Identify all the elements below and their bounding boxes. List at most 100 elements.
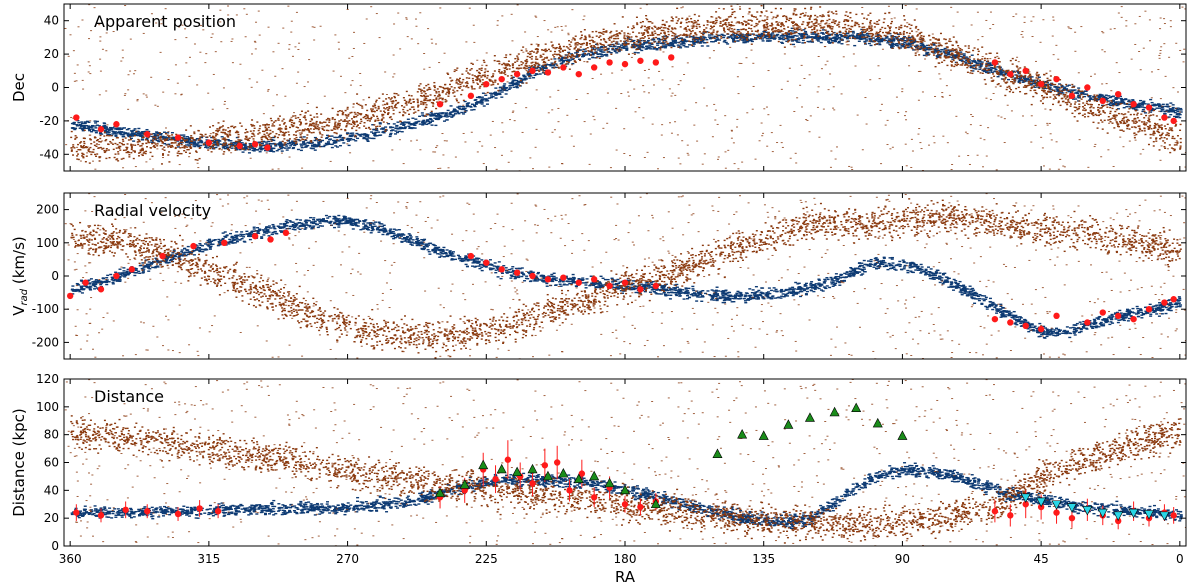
data-point bbox=[765, 27, 768, 29]
data-point bbox=[635, 43, 638, 45]
data-point bbox=[432, 103, 435, 105]
data-point bbox=[472, 80, 475, 82]
data-point bbox=[822, 15, 825, 17]
data-point bbox=[712, 22, 715, 24]
data-point bbox=[593, 46, 596, 48]
data-point bbox=[742, 37, 745, 39]
data-point bbox=[395, 131, 399, 134]
data-point bbox=[325, 119, 328, 121]
data-point bbox=[669, 41, 673, 44]
data-point bbox=[972, 65, 976, 67]
data-point bbox=[741, 23, 744, 26]
data-point bbox=[594, 43, 598, 46]
data-point bbox=[809, 16, 812, 18]
data-point bbox=[312, 131, 315, 134]
data-point bbox=[614, 37, 617, 40]
data-point bbox=[317, 143, 321, 146]
data-point bbox=[436, 113, 440, 116]
data-point bbox=[304, 123, 307, 125]
data-point bbox=[970, 54, 974, 56]
data-point bbox=[314, 127, 317, 130]
data-point bbox=[299, 145, 303, 147]
data-point bbox=[1143, 121, 1146, 123]
data-point bbox=[537, 65, 540, 68]
data-point bbox=[259, 149, 263, 151]
data-point bbox=[155, 139, 159, 142]
data-point bbox=[334, 121, 337, 123]
data-point bbox=[859, 35, 863, 37]
data-point bbox=[1121, 118, 1124, 120]
data-point bbox=[197, 145, 201, 148]
data-point bbox=[903, 19, 906, 21]
data-point bbox=[951, 44, 954, 46]
data-point bbox=[216, 142, 219, 144]
data-point bbox=[504, 93, 508, 95]
data-point bbox=[582, 55, 586, 58]
data-point bbox=[1141, 130, 1144, 132]
data-point bbox=[123, 127, 127, 129]
data-point bbox=[812, 31, 816, 34]
data-point bbox=[646, 39, 650, 42]
data-point bbox=[955, 48, 958, 50]
data-point bbox=[747, 27, 750, 29]
data-point bbox=[422, 119, 426, 122]
data-point bbox=[794, 38, 797, 41]
data-point bbox=[1101, 105, 1104, 108]
data-point bbox=[427, 83, 430, 86]
data-point bbox=[978, 64, 981, 66]
data-point bbox=[126, 132, 130, 134]
data-point bbox=[85, 155, 88, 157]
data-point bbox=[187, 143, 191, 145]
data-point bbox=[354, 134, 357, 137]
data-point bbox=[566, 56, 569, 59]
data-point bbox=[279, 147, 283, 150]
data-point bbox=[730, 24, 733, 26]
data-point bbox=[163, 138, 166, 140]
data-point bbox=[664, 38, 667, 40]
data-point bbox=[819, 25, 822, 27]
data-point bbox=[473, 105, 477, 108]
data-point bbox=[1060, 91, 1064, 93]
data-point bbox=[917, 28, 920, 31]
data-point bbox=[132, 144, 135, 146]
data-point bbox=[568, 68, 571, 70]
data-point bbox=[782, 25, 785, 27]
data-point bbox=[812, 37, 816, 39]
data-point bbox=[118, 147, 121, 149]
data-point bbox=[519, 77, 523, 80]
data-point bbox=[639, 39, 642, 42]
data-point bbox=[421, 123, 425, 126]
data-point bbox=[373, 103, 376, 105]
data-point bbox=[961, 49, 964, 51]
data-point bbox=[702, 24, 705, 27]
data-point bbox=[824, 29, 827, 31]
data-point bbox=[640, 45, 644, 47]
data-point bbox=[1017, 75, 1021, 77]
data-point bbox=[272, 136, 276, 139]
data-point bbox=[1089, 98, 1093, 100]
data-point bbox=[998, 67, 1001, 69]
data-point bbox=[433, 86, 436, 89]
data-point bbox=[1052, 89, 1056, 91]
data-point bbox=[377, 105, 380, 108]
data-point bbox=[476, 69, 479, 72]
data-point bbox=[508, 68, 511, 70]
data-point bbox=[804, 27, 807, 30]
data-point bbox=[706, 24, 709, 26]
data-point bbox=[262, 136, 265, 138]
data-point bbox=[223, 147, 227, 150]
data-point bbox=[525, 58, 528, 61]
data-point bbox=[77, 158, 80, 161]
data-point bbox=[424, 106, 427, 109]
data-point bbox=[82, 127, 86, 129]
data-point bbox=[226, 148, 229, 150]
data-point bbox=[596, 42, 599, 45]
data-point bbox=[428, 117, 432, 120]
data-point bbox=[133, 128, 137, 130]
data-point bbox=[1173, 148, 1176, 151]
data-point bbox=[331, 107, 334, 110]
data-point bbox=[889, 26, 892, 28]
data-point bbox=[926, 54, 930, 56]
data-point bbox=[878, 19, 881, 21]
data-point bbox=[1005, 69, 1008, 72]
